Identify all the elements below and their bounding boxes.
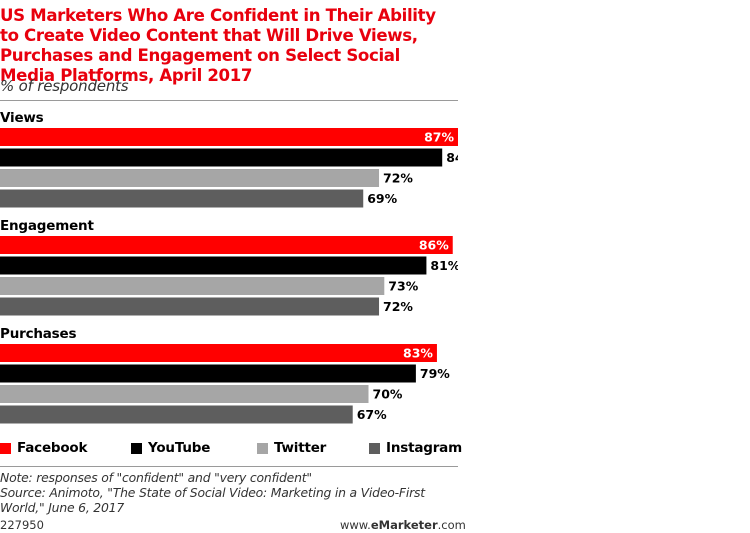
value-label-engagement-instagram: 72% (383, 299, 413, 314)
bar-views-facebook (0, 128, 458, 146)
header-divider (0, 100, 458, 101)
chart-title: US Marketers Who Are Confident in Their … (0, 6, 436, 85)
bar-purchases-twitter (0, 385, 369, 403)
legend-label-instagram: Instagram (386, 440, 462, 456)
bar-engagement-facebook (0, 236, 453, 254)
value-label-views-youtube: 84% (446, 150, 458, 165)
note-text: Note: responses of "confident" and "very… (0, 470, 312, 485)
site-link[interactable]: www.eMarketer.com (340, 518, 466, 532)
legend-label-youtube: YouTube (148, 440, 211, 456)
bar-engagement-youtube (0, 256, 427, 275)
chart-legend: Facebook YouTube Twitter Instagram (0, 440, 462, 460)
bar-purchases-youtube (0, 364, 416, 383)
value-label-views-instagram: 69% (367, 191, 397, 206)
legend-swatch-youtube (131, 442, 142, 454)
legend-label-facebook: Facebook (17, 440, 88, 456)
value-label-engagement-twitter: 73% (388, 279, 418, 294)
site-brand: eMarketer (370, 518, 438, 532)
legend-swatch-twitter (257, 442, 268, 454)
bar-views-instagram (0, 189, 364, 208)
bar-engagement-twitter (0, 277, 385, 295)
value-label-purchases-youtube: 79% (420, 366, 450, 381)
site-suffix: .com (437, 518, 466, 532)
legend-item-instagram: Instagram (369, 440, 462, 456)
value-label-engagement-facebook: 86% (419, 238, 449, 253)
chart-id: 227950 (0, 518, 44, 532)
legend-swatch-instagram (369, 442, 380, 454)
category-label-purchases: Purchases (0, 326, 76, 342)
category-label-engagement: Engagement (0, 218, 94, 234)
legend-swatch-facebook (0, 442, 11, 454)
site-prefix: www. (340, 518, 371, 532)
bar-chart: Views 87% 84% 72% 69% Engagement 86% 81% 73% 72% P… (0, 110, 458, 424)
value-label-views-twitter: 72% (383, 171, 413, 186)
value-label-engagement-youtube: 81% (430, 258, 458, 273)
category-label-views: Views (0, 110, 44, 126)
value-label-purchases-facebook: 83% (403, 346, 433, 361)
value-label-purchases-instagram: 67% (357, 407, 387, 422)
legend-item-twitter: Twitter (257, 440, 326, 456)
bar-views-youtube (0, 148, 443, 167)
chart-notes: Note: responses of "confident" and "very… (0, 470, 460, 515)
value-label-views-facebook: 87% (424, 130, 454, 145)
bar-views-twitter (0, 169, 380, 187)
source-text: Source: Animoto, "The State of Social Vi… (0, 485, 425, 515)
legend-label-twitter: Twitter (274, 440, 327, 456)
chart-subtitle: % of respondents (0, 77, 129, 95)
value-label-purchases-twitter: 70% (373, 387, 403, 402)
bar-purchases-facebook (0, 344, 437, 362)
legend-item-facebook: Facebook (0, 440, 87, 456)
bar-engagement-instagram (0, 297, 380, 316)
notes-divider (0, 466, 458, 467)
legend-item-youtube: YouTube (131, 440, 210, 456)
bar-purchases-instagram (0, 405, 353, 424)
